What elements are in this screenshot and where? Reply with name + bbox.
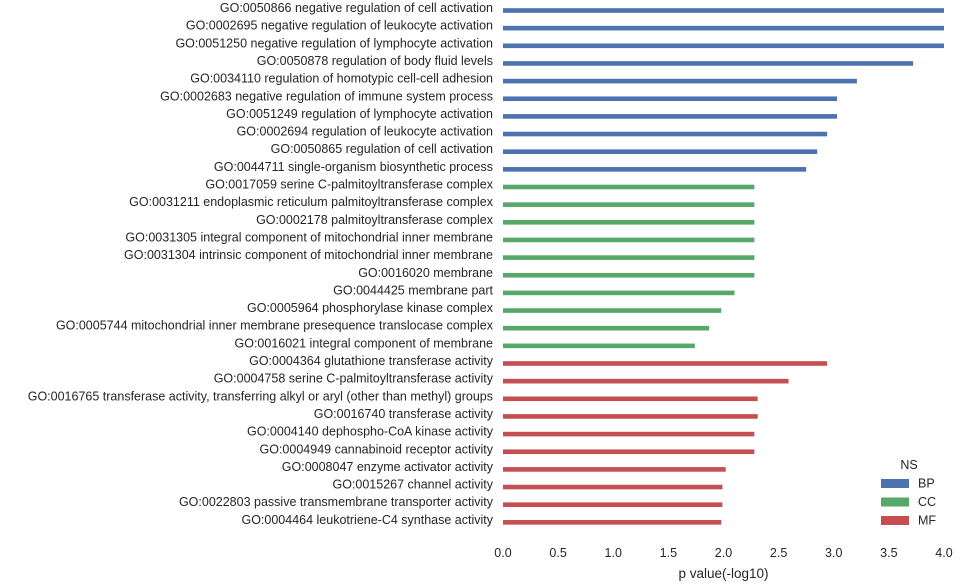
bar-mf-26	[503, 449, 755, 455]
category-label: GO:0031211 endoplasmic reticulum palmito…	[129, 195, 494, 209]
category-label: GO:0051249 regulation of lymphocyte acti…	[226, 107, 493, 121]
bar-cc-19	[503, 325, 710, 331]
bar-cc-16	[503, 272, 755, 278]
category-label: GO:0002683 negative regulation of immune…	[160, 89, 493, 103]
bar-bp-10	[503, 167, 807, 172]
category-label: GO:0004464 leukotriene-C4 synthase activ…	[241, 513, 493, 527]
x-tick-label: 1.0	[605, 546, 622, 560]
category-labels: GO:0050866 negative regulation of cell a…	[28, 1, 494, 527]
category-label: GO:0050865 regulation of cell activation	[271, 142, 493, 156]
x-tick-label: 1.5	[660, 546, 677, 560]
bar-mf-23	[503, 396, 758, 402]
bar-cc-13	[503, 220, 755, 225]
bar-mf-24	[503, 414, 758, 419]
bar-mf-28	[503, 484, 723, 490]
legend-label-mf: MF	[918, 514, 936, 528]
bar-bp-1	[503, 8, 944, 13]
category-label: GO:0004758 serine C-palmitoyltransferase…	[214, 372, 494, 386]
bar-mf-22	[503, 378, 789, 384]
category-label: GO:0016020 membrane	[358, 266, 493, 280]
category-label: GO:0016021 integral component of membran…	[235, 336, 494, 350]
bar-mf-21	[503, 361, 828, 366]
bar-cc-18	[503, 308, 722, 313]
category-label: GO:0031304 intrinsic component of mitoch…	[124, 248, 493, 262]
category-label: GO:0016765 transferase activity, transfe…	[28, 389, 493, 403]
category-label: GO:0004949 cannabinoid receptor activity	[260, 442, 494, 456]
category-label: GO:0044425 membrane part	[333, 283, 493, 297]
category-label: GO:0002695 negative regulation of leukoc…	[186, 19, 493, 33]
bar-cc-20	[503, 343, 695, 349]
legend-label-bp: BP	[918, 477, 935, 491]
category-label: GO:0051250 negative regulation of lympho…	[175, 36, 493, 50]
bars-layer	[503, 8, 944, 525]
category-label: GO:0044711 single-organism biosynthetic …	[214, 160, 493, 174]
category-label: GO:0005964 phosphorylase kinase complex	[247, 301, 494, 315]
x-axis-ticks: 0.0 0.5 1.0 1.5 2.0 2.5 3.0 3.5 4.0	[494, 546, 952, 560]
bar-cc-15	[503, 255, 755, 260]
bar-bp-5	[503, 78, 857, 84]
bar-bp-6	[503, 96, 838, 102]
category-label: GO:0002694 regulation of leukocyte activ…	[237, 125, 493, 139]
bar-cc-12	[503, 202, 755, 207]
category-label: GO:0034110 regulation of homotypic cell-…	[190, 72, 493, 86]
legend-swatch-cc	[881, 497, 909, 507]
x-tick-label: 2.0	[715, 546, 732, 560]
category-label: GO:0050866 negative regulation of cell a…	[220, 1, 493, 15]
bar-bp-2	[503, 25, 944, 31]
x-tick-label: 4.0	[935, 546, 952, 560]
legend-title: NS	[900, 458, 917, 472]
x-tick-label: 3.5	[880, 546, 897, 560]
legend-label-cc: CC	[918, 495, 936, 509]
category-label: GO:0031305 integral component of mitocho…	[125, 230, 493, 244]
bar-bp-9	[503, 149, 818, 154]
legend-swatch-bp	[881, 479, 909, 488]
bar-bp-3	[503, 43, 944, 49]
category-label: GO:0002178 palmitoyltransferase complex	[256, 213, 494, 227]
bar-cc-14	[503, 237, 755, 243]
category-label: GO:0005744 mitochondrial inner membrane …	[56, 319, 494, 333]
category-label: GO:0008047 enzyme activator activity	[282, 460, 494, 474]
x-tick-label: 3.0	[825, 546, 842, 560]
bar-mf-30	[503, 520, 722, 525]
category-label: GO:0017059 serine C-palmitoyltransferase…	[205, 178, 493, 192]
bar-mf-29	[503, 502, 723, 507]
category-label: GO:0015267 channel activity	[332, 478, 493, 492]
bar-cc-11	[503, 184, 755, 190]
category-label: GO:0050878 regulation of body fluid leve…	[257, 54, 493, 68]
x-axis-label: p value(-log10)	[678, 566, 768, 581]
bar-mf-25	[503, 431, 755, 437]
category-label: GO:0004140 dephospho-CoA kinase activity	[247, 425, 494, 439]
bar-cc-17	[503, 290, 735, 296]
legend: NS BP CC MF	[881, 458, 936, 528]
x-tick-label: 0.0	[494, 546, 511, 560]
legend-swatch-mf	[881, 516, 909, 525]
bar-bp-8	[503, 131, 828, 137]
x-tick-label: 0.5	[549, 546, 566, 560]
bar-bp-7	[503, 114, 838, 119]
category-label: GO:0016740 transferase activity	[314, 407, 494, 421]
category-label: GO:0004364 glutathione transferase activ…	[249, 354, 494, 368]
bar-bp-4	[503, 61, 914, 66]
x-tick-label: 2.5	[770, 546, 787, 560]
bar-mf-27	[503, 467, 726, 472]
category-label: GO:0022803 passive transmembrane transpo…	[179, 495, 494, 509]
